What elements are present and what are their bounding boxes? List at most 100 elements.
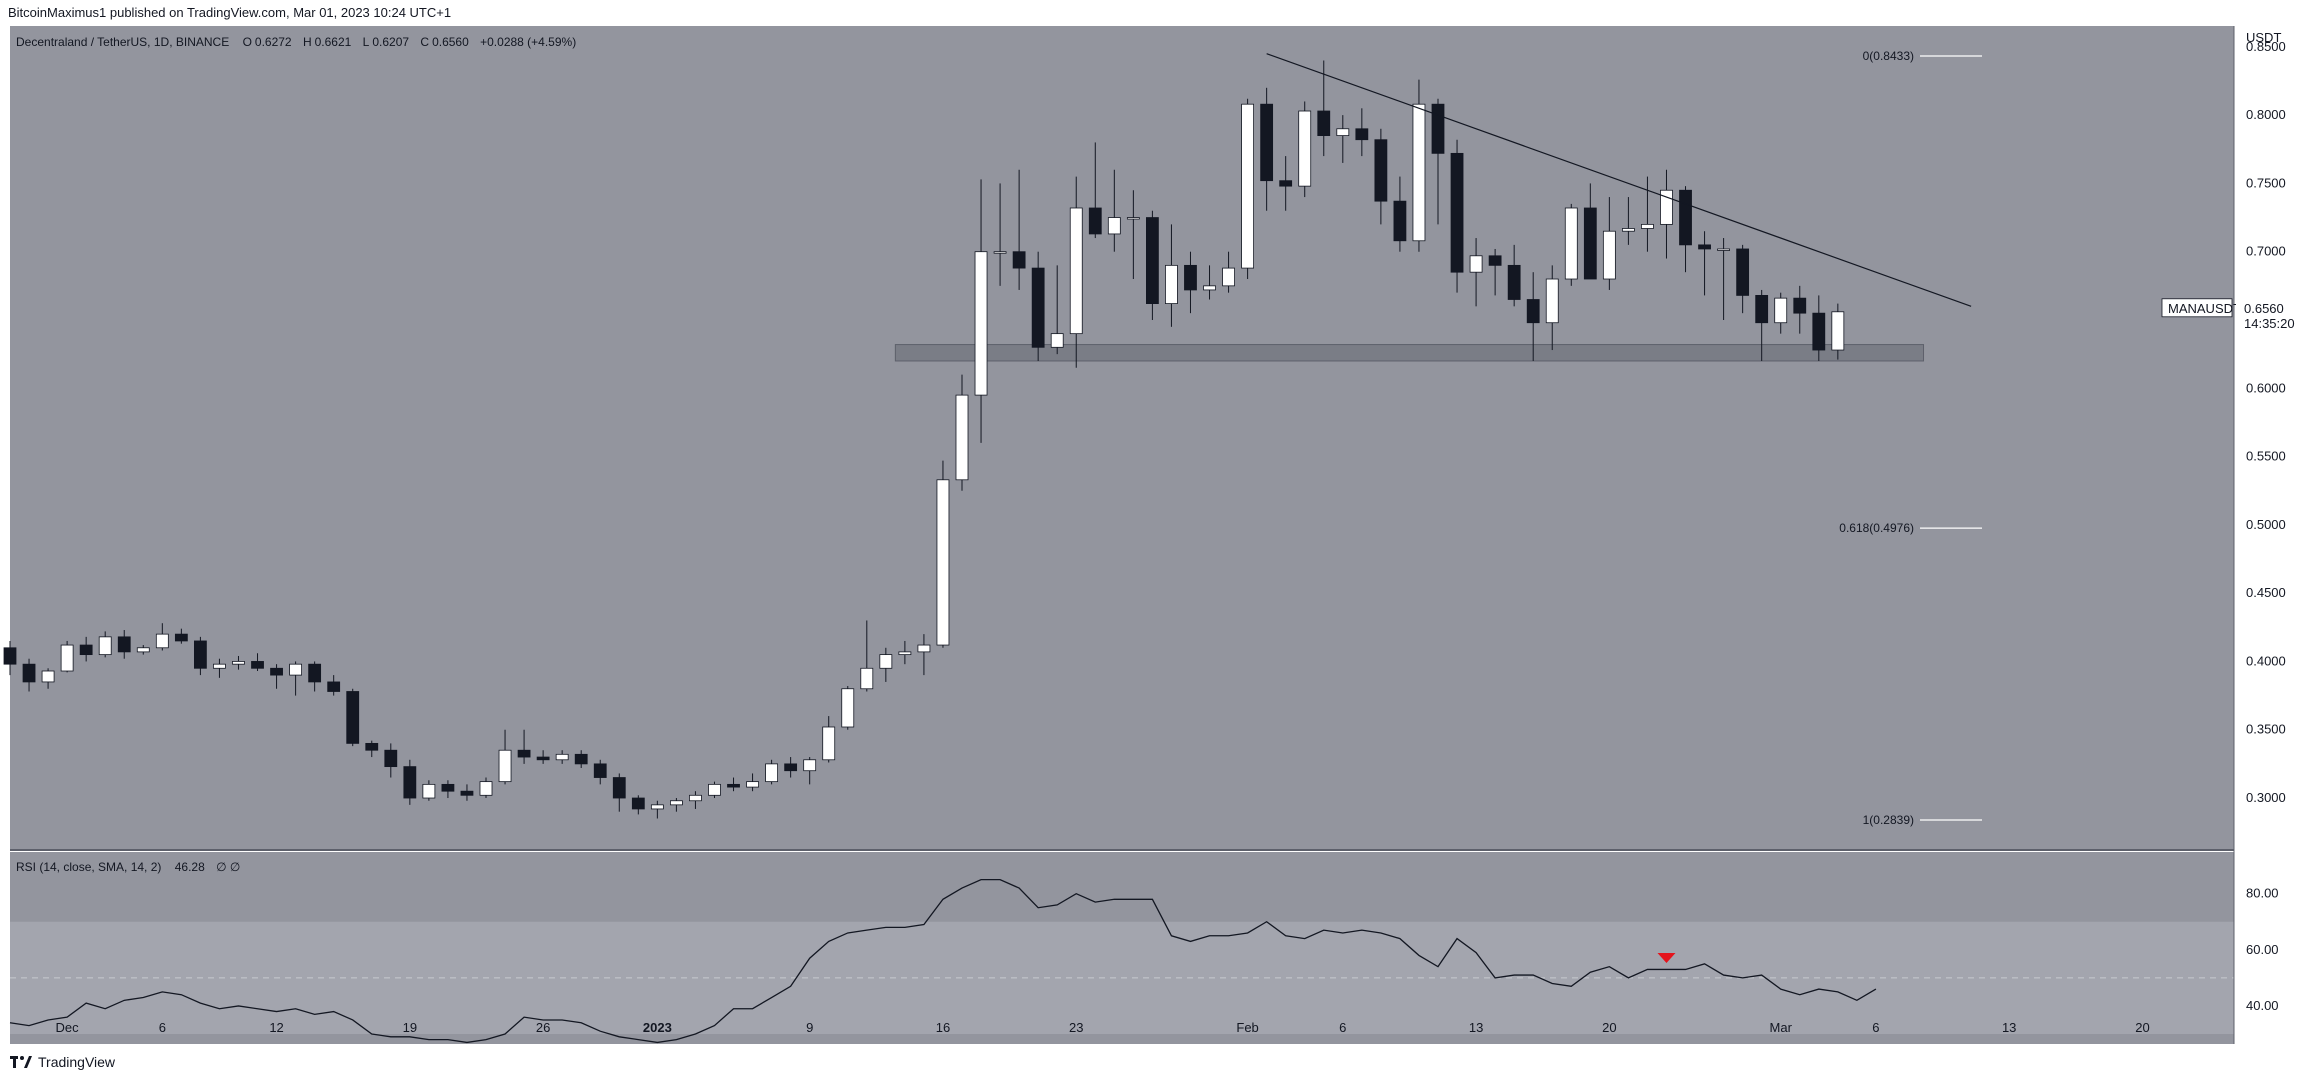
candle-body <box>1279 180 1293 187</box>
candle-body <box>879 654 893 669</box>
candle <box>1355 108 1369 157</box>
candle <box>460 784 474 801</box>
candle-body <box>1602 230 1616 280</box>
candlesticks <box>3 60 1845 819</box>
time-tick-label: 13 <box>2002 1020 2016 1035</box>
candle <box>860 620 874 692</box>
candle-body <box>1717 248 1730 251</box>
candle-body <box>1450 152 1464 273</box>
candle-body <box>1736 248 1750 296</box>
time-tick-label: 12 <box>269 1020 283 1035</box>
candle-body <box>1774 297 1788 324</box>
candle <box>1755 289 1769 361</box>
candle-body <box>1203 285 1216 291</box>
candle-body <box>479 781 493 796</box>
candle-body <box>1222 267 1235 287</box>
price-pane-background <box>10 26 2234 849</box>
candle-body <box>289 663 303 676</box>
candle <box>22 658 36 692</box>
candle-body <box>1088 207 1102 235</box>
time-tick-label: 13 <box>1469 1020 1483 1035</box>
candle-body <box>327 681 341 692</box>
candle <box>1564 203 1578 286</box>
candle <box>1793 285 1807 334</box>
candle-body <box>898 651 912 656</box>
candle <box>308 661 322 692</box>
candle-body <box>308 663 322 683</box>
candle <box>593 759 607 785</box>
candle <box>670 798 683 812</box>
candle <box>746 773 759 792</box>
price-tick-label: 0.7500 <box>2246 175 2286 190</box>
candle-body <box>79 644 93 656</box>
time-tick-label: 26 <box>536 1020 550 1035</box>
candle <box>251 653 264 672</box>
publish-text: BitcoinMaximus1 published on TradingView… <box>8 5 452 20</box>
candle <box>213 658 226 678</box>
candle <box>174 628 188 644</box>
candle-body <box>1698 244 1711 250</box>
publish-bar: BitcoinMaximus1 published on TradingView… <box>0 0 2314 26</box>
time-tick-label: 16 <box>936 1020 950 1035</box>
candle <box>193 636 207 676</box>
candle-body <box>1545 278 1559 324</box>
candle-body <box>174 633 188 642</box>
candle-body <box>593 763 607 778</box>
price-tick-label: 0.7000 <box>2246 244 2286 259</box>
time-tick-label: 2023 <box>643 1020 672 1035</box>
candle-body <box>98 636 112 656</box>
tradingview-logo[interactable]: TradingView <box>10 1054 115 1070</box>
rsi-tick-label: 60.00 <box>2246 942 2279 957</box>
rsi-tick-label: 40.00 <box>2246 998 2279 1013</box>
candle <box>803 757 817 785</box>
candle <box>365 740 379 758</box>
candle <box>1203 265 1216 300</box>
candle <box>384 743 398 778</box>
candle <box>1736 244 1750 314</box>
time-tick-label: 9 <box>806 1020 813 1035</box>
candle <box>879 647 893 682</box>
candle-body <box>1564 207 1578 280</box>
candle <box>422 780 436 801</box>
candle <box>479 777 493 799</box>
candle-body <box>1107 217 1121 235</box>
candle-body <box>155 633 169 649</box>
last-price-tag: MANAUSDT 0.6560 14:35:20 <box>2161 298 2308 333</box>
candle <box>1317 60 1331 157</box>
candle <box>1450 139 1464 293</box>
candle <box>79 636 93 662</box>
candle-body <box>1355 128 1369 141</box>
candle-body <box>403 766 417 799</box>
candle-body <box>1393 200 1407 242</box>
price-tick-label: 0.8000 <box>2246 107 2286 122</box>
fibonacci-levels: 0(0.8433) 0.618(0.4976) 1(0.2839) <box>1839 49 1982 827</box>
candle <box>1031 251 1045 361</box>
candle <box>60 640 74 673</box>
candle-body <box>1298 110 1312 187</box>
candle-body <box>117 636 131 653</box>
chart-canvas[interactable]: Decentraland / TetherUS, 1D, BINANCE O 0.… <box>0 26 2314 1044</box>
price-tick-label: 0.4500 <box>2246 585 2286 600</box>
fib-label-0618: 0.618(0.4976) <box>1839 521 1914 535</box>
candle-body <box>1755 295 1769 324</box>
candle <box>1088 142 1102 239</box>
candle-body <box>708 783 721 796</box>
candle <box>689 791 702 809</box>
candle <box>1583 183 1597 280</box>
descending-trendline[interactable] <box>1266 53 1972 307</box>
candle <box>1165 224 1178 327</box>
candle <box>1812 295 1826 361</box>
candle <box>974 179 988 443</box>
candle <box>631 795 645 815</box>
candle <box>536 750 550 764</box>
candle-body <box>536 756 550 761</box>
candle <box>1526 272 1540 361</box>
price-tag-box <box>2236 298 2308 333</box>
candle-body <box>1012 251 1026 269</box>
candle <box>1507 244 1521 307</box>
candle-body <box>1831 311 1845 351</box>
candle <box>1602 197 1616 290</box>
candle <box>917 634 931 676</box>
candle <box>1374 128 1388 225</box>
candle-body <box>60 644 74 672</box>
